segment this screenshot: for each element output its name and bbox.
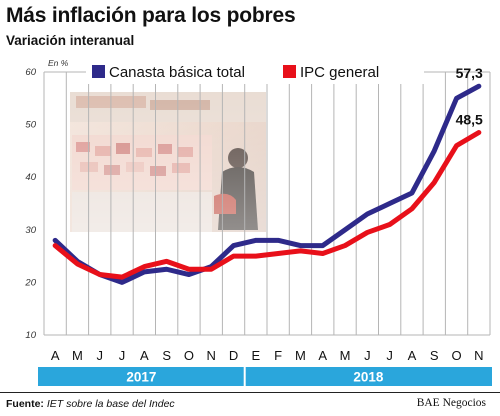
x-tick-label: J: [364, 348, 371, 363]
x-tick-label: M: [340, 348, 351, 363]
source-label: Fuente:: [6, 398, 44, 410]
year-label: 2017: [126, 370, 156, 385]
y-tick-label: 30: [25, 225, 36, 236]
series-line: [52, 83, 482, 285]
y-tick-label: 60: [25, 67, 36, 78]
source-note: Fuente: IET sobre la base del Indec: [6, 398, 175, 410]
line-chart: 10 20 30 40 50 60 En % Canasta básica total IPC…: [24, 58, 492, 386]
y-tick-label: 20: [24, 277, 36, 288]
x-tick-label: O: [184, 348, 194, 363]
y-tick-label: 50: [25, 120, 36, 131]
x-tick-label: A: [140, 348, 149, 363]
end-value-label: 57,3: [456, 65, 483, 81]
x-tick-label: S: [430, 348, 439, 363]
end-value-label: 48,5: [456, 111, 483, 127]
y-tick-label: 40: [25, 172, 36, 183]
x-tick-label: A: [408, 348, 417, 363]
footer-rule: [0, 392, 500, 393]
source-text: IET sobre la base del Indec: [46, 398, 175, 410]
x-tick-label: N: [207, 348, 216, 363]
x-tick-label: O: [451, 348, 461, 363]
unit-label: En %: [48, 58, 69, 68]
x-tick-label: M: [72, 348, 83, 363]
x-tick-label: J: [97, 348, 104, 363]
legend-swatch: [283, 65, 296, 78]
x-tick-label: N: [474, 348, 483, 363]
x-tick-label: F: [274, 348, 282, 363]
x-tick-label: A: [51, 348, 60, 363]
year-band: [244, 367, 492, 386]
x-tick-label: S: [162, 348, 171, 363]
y-tick-label: 10: [25, 330, 36, 341]
series-line: [52, 129, 482, 280]
x-tick-label: J: [386, 348, 393, 363]
chart-title: Más inflación para los pobres: [6, 4, 296, 27]
publisher-credit: BAE Negocios: [416, 397, 486, 409]
x-tick-label: M: [295, 348, 306, 363]
x-tick-label: A: [318, 348, 327, 363]
legend-label: Canasta básica total: [109, 64, 245, 81]
supermarket-photo: [70, 92, 266, 232]
x-tick-label: E: [252, 348, 261, 363]
year-band: [38, 367, 245, 386]
legend-background: [86, 60, 424, 84]
x-tick-label: J: [119, 348, 126, 363]
legend-label: IPC general: [300, 64, 379, 81]
x-tick-label: D: [229, 348, 238, 363]
legend-swatch: [92, 65, 105, 78]
year-label: 2018: [353, 370, 384, 385]
chart-subtitle: Variación interanual: [6, 33, 135, 48]
